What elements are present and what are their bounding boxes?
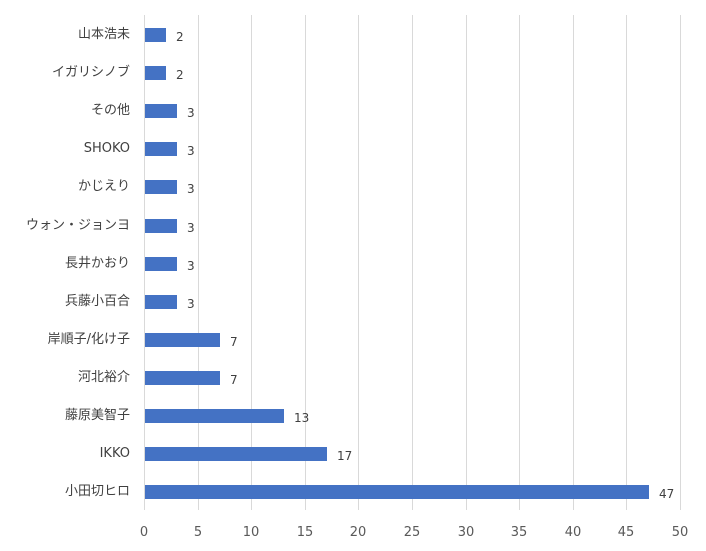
x-tick-label: 50: [671, 525, 689, 540]
category-label: 長井かおり: [64, 256, 130, 271]
data-label: 3: [187, 297, 195, 311]
data-label: 3: [187, 144, 195, 158]
gridline: [573, 15, 574, 510]
gridline: [412, 15, 413, 510]
bar: [145, 257, 177, 271]
x-tick-label: 5: [193, 525, 203, 540]
gridline: [358, 15, 359, 510]
gridline: [466, 15, 467, 510]
x-tick-label: 30: [457, 525, 475, 540]
gridline: [198, 15, 199, 510]
category-label: SHOKO: [83, 141, 130, 156]
category-label: イガリシノブ: [51, 65, 130, 80]
data-label: 47: [659, 487, 675, 501]
gridline: [144, 15, 145, 510]
category-label: ウォン・ジョンヨ: [25, 218, 130, 233]
x-tick-label: 35: [510, 525, 528, 540]
category-label: IKKO: [99, 446, 130, 461]
x-tick-label: 40: [564, 525, 582, 540]
x-tick-label: 0: [139, 525, 149, 540]
data-label: 2: [176, 30, 184, 44]
category-label: 小田切ヒロ: [64, 484, 130, 499]
bar: [145, 409, 284, 423]
category-label: 岸順子/化け子: [47, 332, 130, 347]
category-label: かじえり: [77, 179, 130, 194]
x-tick-label: 20: [349, 525, 367, 540]
gridline: [519, 15, 520, 510]
data-label: 3: [187, 221, 195, 235]
bar: [145, 219, 177, 233]
data-label: 3: [187, 182, 195, 196]
bar: [145, 333, 220, 347]
data-label: 2: [176, 68, 184, 82]
x-tick-label: 45: [617, 525, 635, 540]
bar: [145, 485, 649, 499]
bar: [145, 142, 177, 156]
category-label: 山本浩未: [77, 27, 130, 42]
bar: [145, 447, 327, 461]
x-tick-label: 10: [242, 525, 260, 540]
gridline: [680, 15, 681, 510]
data-label: 7: [230, 335, 238, 349]
gridline: [626, 15, 627, 510]
bar: [145, 28, 166, 42]
data-label: 17: [337, 449, 353, 463]
data-label: 7: [230, 373, 238, 387]
category-label: 河北裕介: [77, 370, 130, 385]
data-label: 3: [187, 259, 195, 273]
bar: [145, 371, 220, 385]
bar: [145, 295, 177, 309]
gridline: [305, 15, 306, 510]
x-tick-label: 15: [296, 525, 314, 540]
data-label: 13: [294, 411, 310, 425]
bar: [145, 66, 166, 80]
category-label: 兵藤小百合: [64, 294, 130, 309]
category-label: 藤原美智子: [64, 408, 130, 423]
bar: [145, 180, 177, 194]
category-label: その他: [90, 103, 130, 118]
x-tick-label: 25: [403, 525, 421, 540]
bar: [145, 104, 177, 118]
gridline: [251, 15, 252, 510]
data-label: 3: [187, 106, 195, 120]
